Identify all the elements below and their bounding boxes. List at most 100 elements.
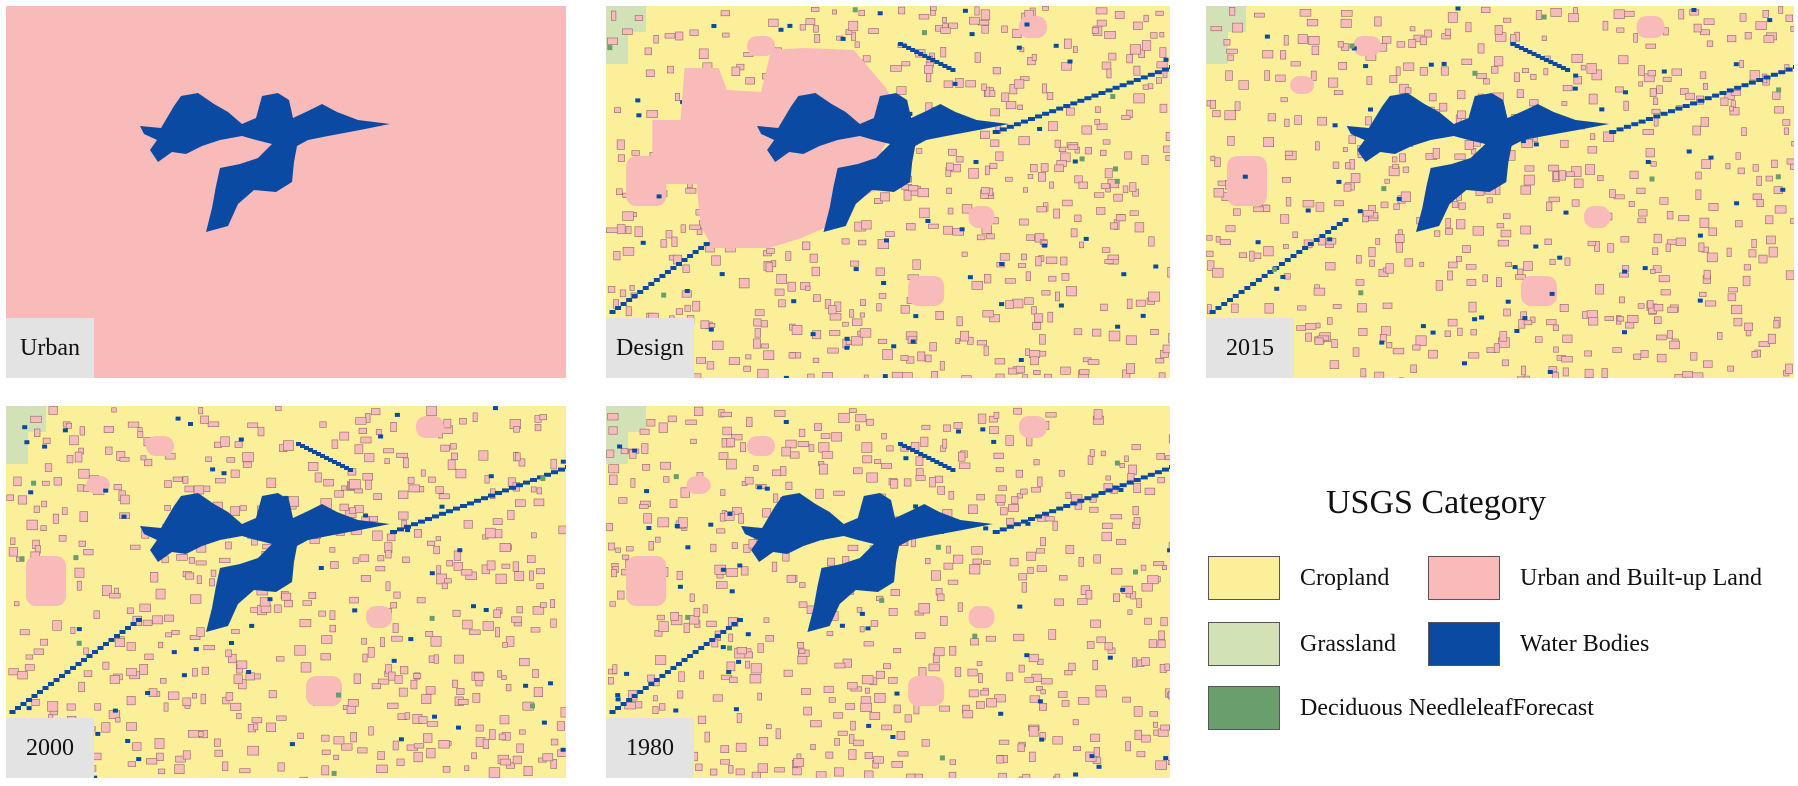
urban-patch: [207, 421, 220, 427]
urban-patch: [1786, 158, 1794, 165]
urban-patch: [493, 609, 501, 618]
urban-patch: [728, 357, 740, 365]
urban-patch: [611, 569, 617, 578]
urban-patch: [1384, 178, 1390, 184]
urban-patch: [1060, 256, 1068, 266]
urban-patch: [834, 767, 844, 777]
canal-segment: [481, 496, 488, 501]
urban-patch: [119, 456, 130, 462]
canal-segment: [1077, 98, 1085, 103]
urban-patch: [983, 345, 989, 356]
urban-patch: [781, 446, 792, 457]
pond: [1072, 159, 1078, 164]
canal-segment: [609, 710, 616, 714]
urban-patch: [631, 150, 640, 156]
urban-patch: [702, 604, 708, 614]
pond: [1708, 155, 1714, 160]
urban-cluster: [626, 556, 667, 606]
pond: [903, 456, 909, 461]
urban-patch: [606, 523, 613, 532]
urban-patch: [766, 248, 775, 254]
urban-patch: [607, 542, 616, 551]
canal-segment: [9, 710, 16, 714]
urban-patch: [390, 421, 397, 432]
canal-segment: [1098, 491, 1106, 495]
canal-segment: [460, 504, 467, 508]
urban-patch: [976, 340, 988, 346]
urban-cluster: [686, 476, 711, 494]
canal-segment: [1250, 282, 1257, 286]
urban-patch: [368, 726, 374, 736]
forest-patch: [939, 755, 945, 761]
urban-patch: [396, 758, 405, 766]
urban-patch: [1161, 565, 1167, 571]
urban-patch: [753, 465, 759, 472]
urban-patch: [657, 517, 670, 528]
canal-segment: [516, 483, 523, 488]
urban-patch: [1282, 177, 1291, 183]
canal-segment: [316, 452, 321, 456]
pond: [764, 486, 770, 491]
urban-patch: [1084, 147, 1093, 155]
urban-patch: [1523, 375, 1530, 378]
urban-patch: [908, 185, 919, 192]
urban-patch: [1325, 262, 1336, 271]
urban-patch: [1054, 598, 1064, 606]
urban-patch: [505, 683, 512, 692]
urban-patch: [1059, 575, 1068, 581]
pond: [267, 597, 273, 602]
urban-patch: [1591, 69, 1602, 81]
urban-patch: [976, 661, 983, 666]
urban-patch: [1054, 164, 1064, 172]
urban-patch: [622, 211, 634, 221]
canal-segment: [1325, 230, 1332, 234]
urban-patch: [1087, 455, 1094, 465]
pond: [1623, 90, 1628, 95]
urban-patch: [333, 736, 345, 745]
urban-patch: [614, 107, 621, 113]
urban-patch: [798, 601, 808, 608]
urban-patch: [720, 489, 726, 496]
urban-patch: [1037, 172, 1046, 182]
urban-patch: [1141, 40, 1152, 51]
urban-patch: [1157, 639, 1166, 648]
urban-patch: [1612, 347, 1622, 353]
urban-patch: [1595, 284, 1604, 295]
urban-patch: [1395, 66, 1401, 76]
urban-patch: [558, 525, 566, 535]
urban-patch: [1424, 29, 1432, 38]
urban-patch: [1102, 139, 1111, 145]
canal-segment: [703, 642, 710, 646]
urban-cluster: [146, 436, 174, 456]
pond: [283, 495, 289, 500]
urban-patch: [653, 34, 659, 44]
urban-patch: [1283, 35, 1289, 46]
urban-patch: [874, 459, 882, 464]
canal-segment: [1267, 270, 1274, 274]
urban-patch: [1692, 125, 1701, 136]
pond: [1115, 324, 1121, 329]
canal-segment: [1006, 524, 1014, 529]
urban-patch: [1530, 74, 1537, 80]
urban-patch: [1615, 86, 1624, 93]
urban-patch: [230, 702, 242, 711]
urban-patch: [1134, 222, 1145, 233]
canal-segment: [495, 491, 502, 495]
urban-patch: [1491, 66, 1499, 74]
canal-segment: [544, 472, 551, 477]
urban-patch: [813, 294, 821, 302]
urban-patch: [726, 458, 737, 470]
urban-patch: [1104, 168, 1113, 179]
pond: [405, 528, 411, 533]
pond: [92, 775, 98, 778]
urban-patch: [990, 139, 1000, 147]
urban-patch: [1039, 334, 1046, 345]
urban-patch: [1360, 368, 1367, 378]
urban-patch: [1658, 275, 1670, 283]
urban-patch: [611, 10, 617, 21]
pond: [378, 434, 384, 439]
canal-segment: [1770, 72, 1778, 77]
urban-patch: [833, 712, 844, 719]
canal-segment: [1682, 104, 1690, 108]
urban-patch: [101, 722, 111, 733]
